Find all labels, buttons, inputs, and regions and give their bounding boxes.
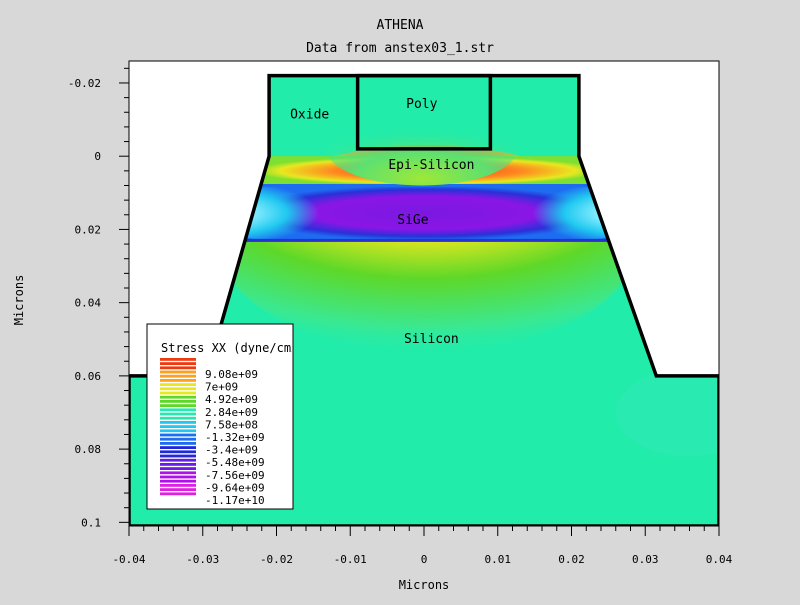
legend-label: -7.56e+09 xyxy=(205,469,265,482)
x-tick-label: 0.02 xyxy=(558,553,585,566)
device-outline xyxy=(129,73,719,526)
x-tick-label: -0.02 xyxy=(260,553,293,566)
legend-swatch xyxy=(160,450,196,454)
legend-swatch xyxy=(160,442,196,445)
stress-band-bottom xyxy=(239,238,609,242)
x-axis-label: Microns xyxy=(399,578,450,592)
legend-swatches xyxy=(160,358,196,496)
y-axis-label: Microns xyxy=(12,275,26,326)
x-tick-label: 0.01 xyxy=(485,553,512,566)
legend-swatch xyxy=(160,425,196,428)
legend-swatch xyxy=(160,471,196,475)
y-tick-label: 0.04 xyxy=(75,297,102,310)
legend-swatch xyxy=(160,467,196,470)
legend-swatch xyxy=(160,484,196,487)
legend-label: -1.32e+09 xyxy=(205,431,265,444)
legend-swatch xyxy=(160,358,196,361)
x-tick-label: 0 xyxy=(421,553,428,566)
legend-label: -3.4e+09 xyxy=(205,444,258,457)
legend-label: 4.92e+09 xyxy=(205,393,258,406)
region-label-silicon: Silicon xyxy=(404,332,459,347)
y-tick-label: 0.02 xyxy=(75,223,102,236)
x-axis: -0.04 -0.03 -0.02 -0.01 0 0.01 0.02 0.03 0.04 xyxy=(112,525,733,566)
gate-outline xyxy=(355,73,493,151)
legend-swatch xyxy=(160,446,196,449)
legend-swatch xyxy=(160,492,196,496)
y-tick-label: 0 xyxy=(94,150,101,163)
legend-swatch xyxy=(160,366,196,370)
legend-swatch xyxy=(160,404,196,407)
x-tick-label: -0.04 xyxy=(112,553,145,566)
legend-swatch xyxy=(160,383,196,386)
y-tick-label: 0.1 xyxy=(81,516,101,529)
legend-swatch xyxy=(160,429,196,433)
y-tick-label: 0.06 xyxy=(75,370,102,383)
region-labels: Oxide Poly Epi-Silicon SiGe Silicon xyxy=(290,97,474,347)
legend-swatch xyxy=(160,387,196,391)
region-label-epi-silicon: Epi-Silicon xyxy=(388,158,474,173)
legend-swatch xyxy=(160,421,196,424)
legend-swatch xyxy=(160,362,196,365)
legend-swatch xyxy=(160,458,196,462)
legend-swatch xyxy=(160,454,196,458)
legend-label: 7e+09 xyxy=(205,381,238,394)
legend-label: -9.64e+09 xyxy=(205,481,265,494)
legend: Stress XX (dyne/cm2) 9.08e+097e+094.92e+… xyxy=(146,323,306,510)
legend-label: 7.58e+08 xyxy=(205,418,258,431)
region-label-sige: SiGe xyxy=(397,213,428,228)
legend-label: 9.08e+09 xyxy=(205,368,258,381)
legend-swatch xyxy=(160,488,196,491)
chart-subtitle: Data from anstex03_1.str xyxy=(306,41,494,56)
y-axis: -0.02 0 0.02 0.04 0.06 0.08 0.1 xyxy=(68,61,130,529)
stress-band-top xyxy=(239,183,609,187)
legend-swatch xyxy=(160,463,196,466)
legend-swatch xyxy=(160,408,196,412)
legend-swatch xyxy=(160,395,196,399)
region-label-poly: Poly xyxy=(406,97,437,112)
y-tick-label: -0.02 xyxy=(68,77,101,90)
legend-swatch xyxy=(160,433,196,437)
legend-label: -1.17e+10 xyxy=(205,494,265,507)
x-tick-label: -0.03 xyxy=(186,553,219,566)
legend-label: -5.48e+09 xyxy=(205,456,265,469)
y-tick-label: 0.08 xyxy=(75,443,102,456)
legend-swatch xyxy=(160,475,196,479)
legend-swatch xyxy=(160,370,196,374)
legend-swatch xyxy=(160,437,196,441)
stress-field-low-right xyxy=(615,368,719,457)
legend-swatch xyxy=(160,379,196,382)
x-tick-label: -0.01 xyxy=(334,553,367,566)
legend-swatch xyxy=(160,479,196,483)
chart-title: ATHENA xyxy=(377,18,424,33)
legend-items: 9.08e+097e+094.92e+092.84e+097.58e+08-1.… xyxy=(160,358,265,507)
legend-swatch xyxy=(160,400,196,403)
legend-title: Stress XX (dyne/cm2) xyxy=(161,341,306,355)
legend-swatch xyxy=(160,412,196,416)
x-tick-label: 0.04 xyxy=(706,553,733,566)
legend-label: 2.84e+09 xyxy=(205,406,258,419)
legend-swatch xyxy=(160,374,196,378)
legend-swatch xyxy=(160,416,196,420)
x-tick-label: 0.03 xyxy=(632,553,659,566)
region-label-oxide: Oxide xyxy=(290,107,329,122)
legend-swatch xyxy=(160,391,196,395)
